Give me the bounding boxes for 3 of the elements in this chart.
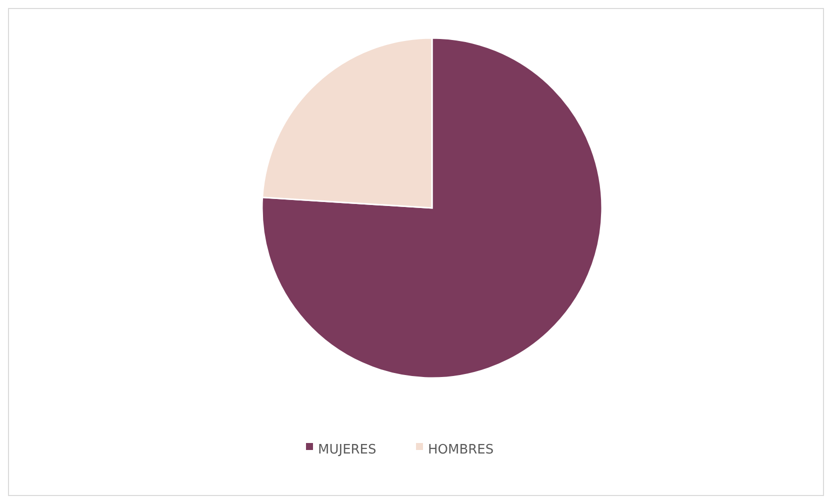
legend-label: MUJERES: [318, 442, 376, 458]
pie-slice: [262, 37, 603, 379]
legend-label: HOMBRES: [428, 442, 494, 458]
